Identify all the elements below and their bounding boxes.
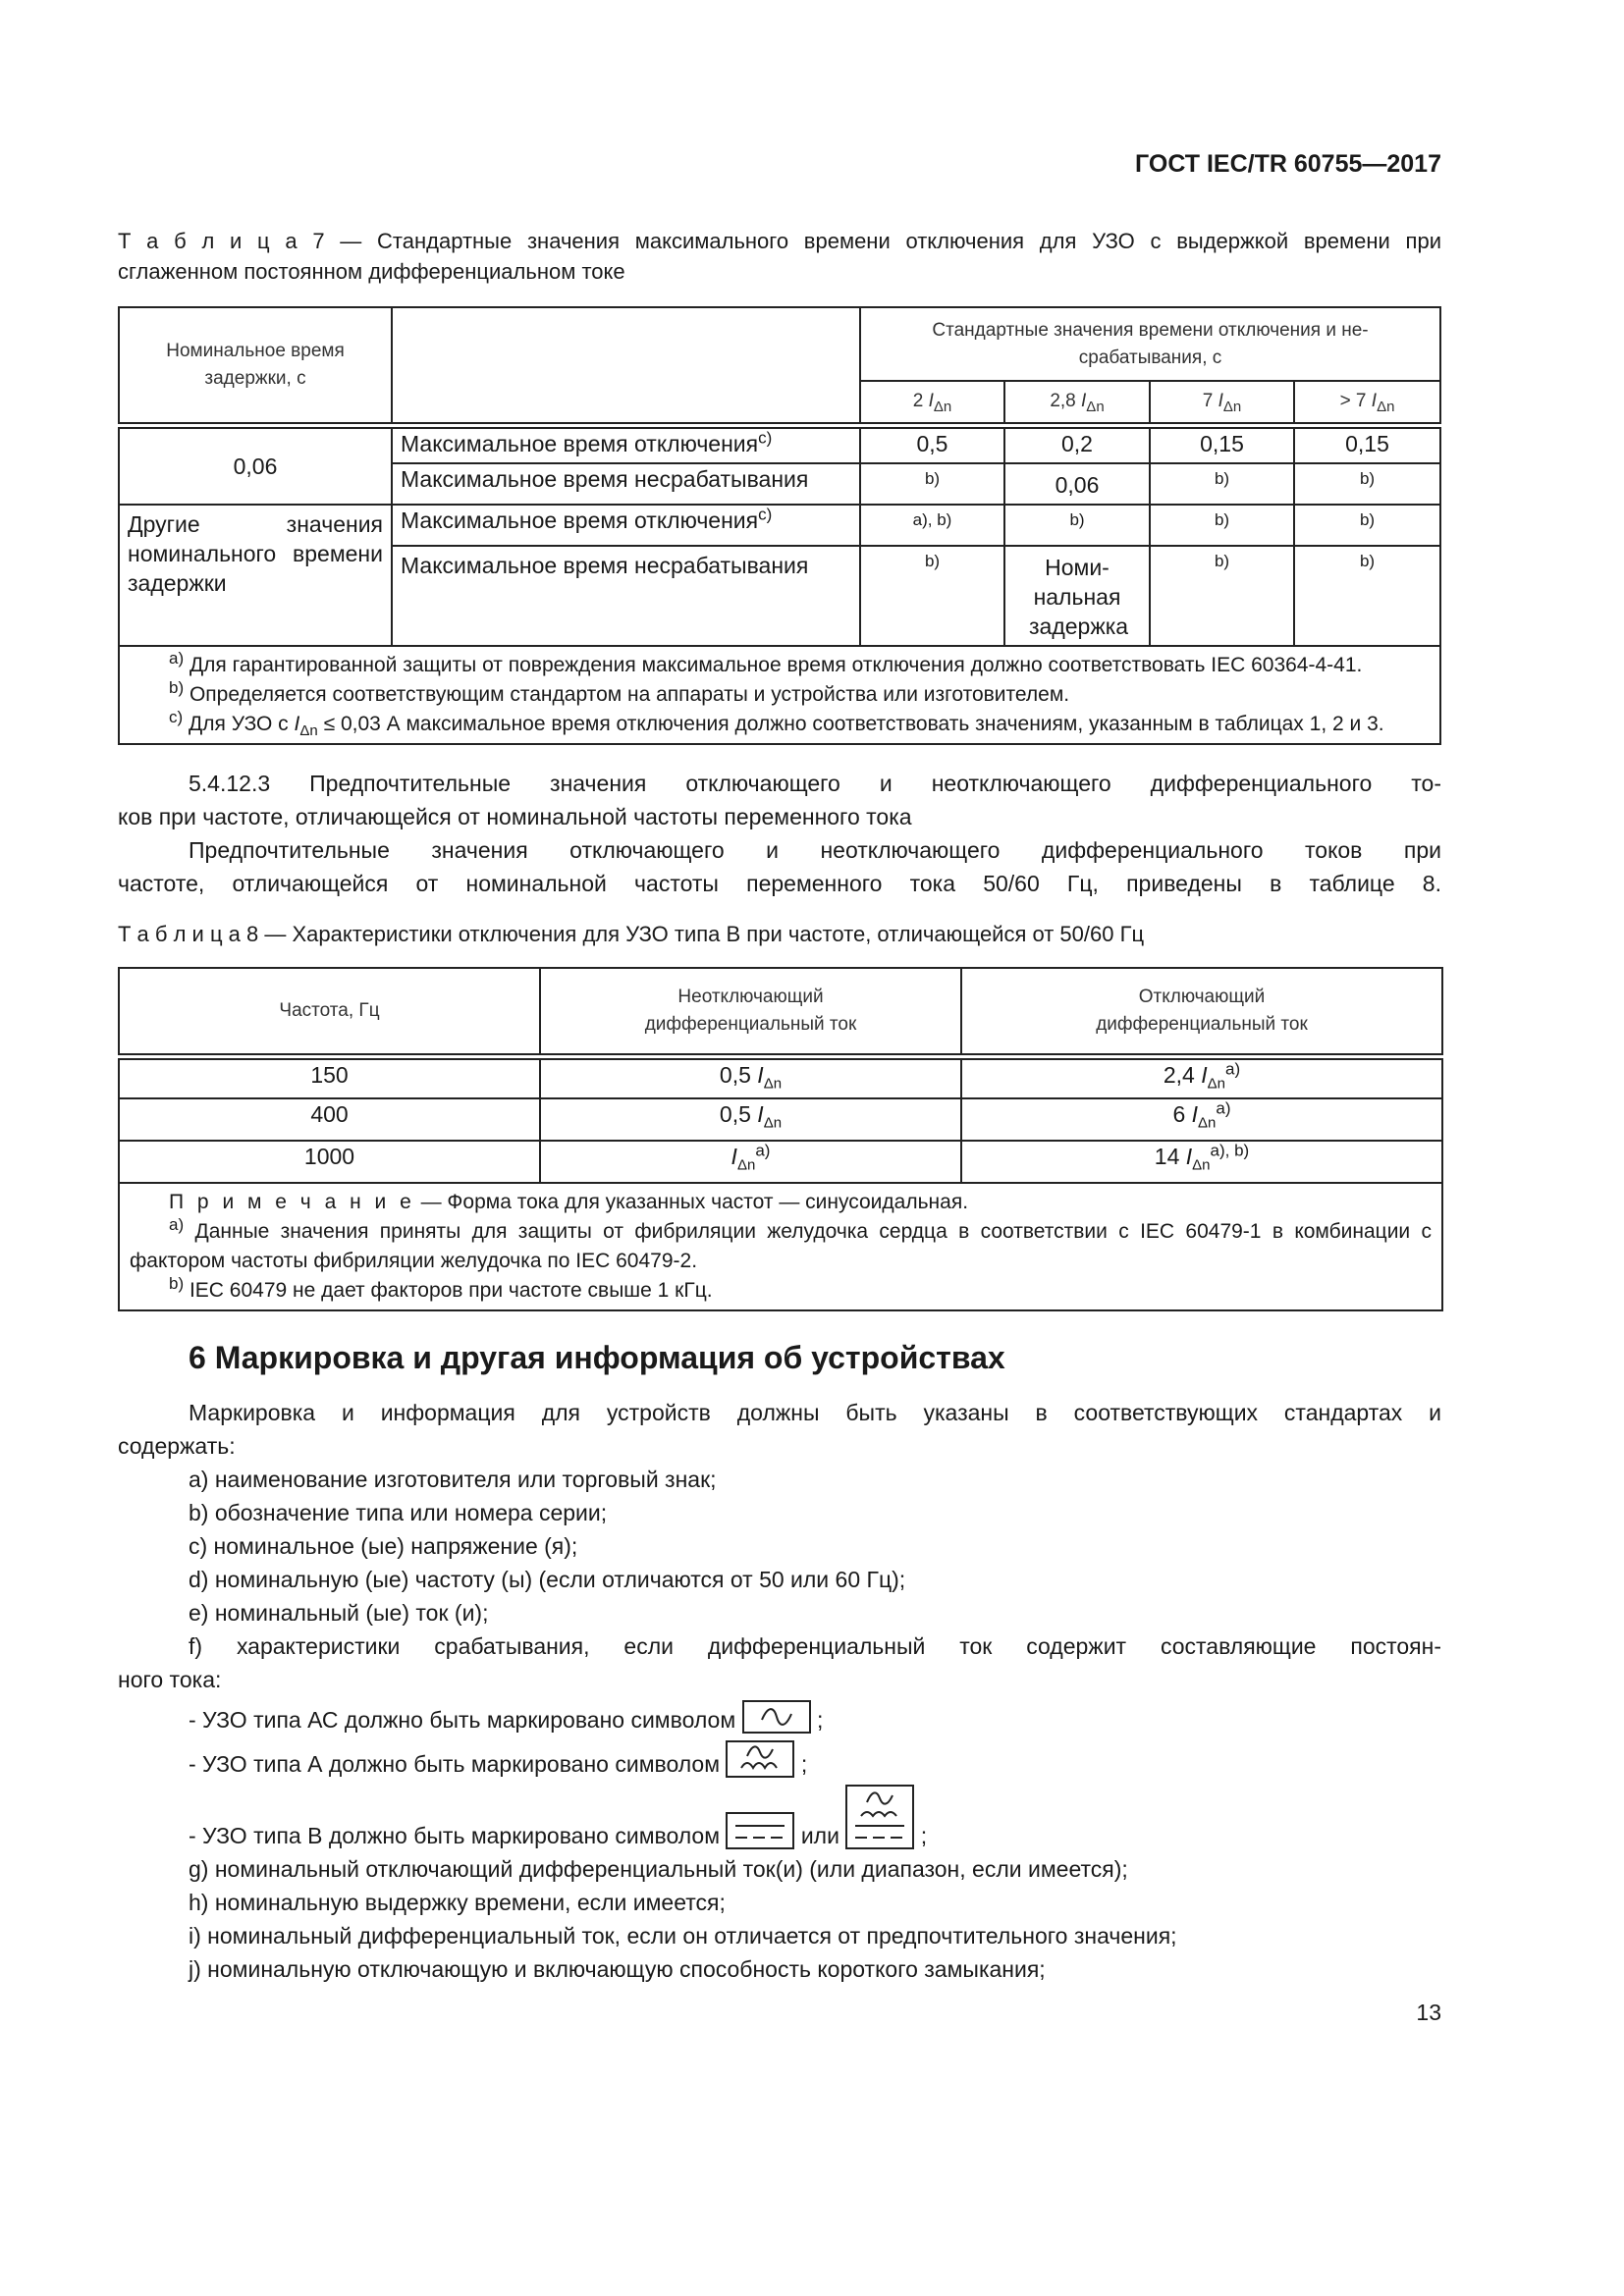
para-line: содержать: [118,1433,236,1459]
document-id: ГОСТ IEC/TR 60755—2017 [1135,150,1441,178]
cell-frequency: 1000 [118,1140,541,1184]
list-item: b) обозначение типа или номера серии; [189,1500,608,1525]
list-item: ного тока: [118,1667,222,1692]
cell: b) [1003,504,1151,547]
pulsating-dc-icon [726,1740,795,1778]
header-trip: Отключающий дифференциальный ток [960,967,1443,1060]
header-nominal-delay: Номинальное время задержки, с [118,306,393,429]
cell: 0,5 [859,424,1005,464]
type-ac-line: - УЗО типа АС должно быть маркировано си… [118,1700,1441,1736]
para-line: ков при частоте, отличающейся от номинал… [118,804,912,829]
section-heading: 6 Маркировка и другая информация об устр… [189,1340,1005,1375]
cell: b) [1149,462,1295,506]
cell-trip: 14 IΔna), b) [960,1140,1443,1184]
ac-sine-icon [741,1700,811,1734]
footnote-c: c) Для УЗО с IΔn ≤ 0,03 А максимальное в… [169,708,1384,740]
row-label: Максимальное время несрабатывания [391,545,861,647]
para-line: частоте, отличающейся от номинальной час… [118,871,1441,896]
cell: 0,06 [1003,462,1151,506]
table-row: 150 0,5 IΔn 2,4 IΔna) [118,1055,1443,1099]
table7-caption-text: — Стандартные значения максимального вре… [324,229,1441,253]
footnote-b: b) Определяется соответствующим стандарт… [169,678,1070,706]
para-line: 5.4.12.3 Предпочтительные значения отклю… [189,771,1441,796]
table-row: 400 0,5 IΔn 6 IΔna) [118,1097,1443,1142]
type-a-line: - УЗО типа А должно быть маркировано сим… [118,1740,1441,1781]
cell: b) [1292,504,1442,547]
footnote-b: b) IEC 60479 не дает факторов при частот… [169,1274,713,1302]
table-row: Максимальное время несрабатывания b) Ном… [119,545,1442,647]
header-non-trip: Неотключающий дифференциальный ток [539,967,962,1060]
footnote-a: a) Для гарантированной защиты от поврежд… [169,649,1363,676]
header-multiple: 2 IΔn [859,380,1005,429]
list-item: h) номинальную выдержку времени, если им… [189,1890,726,1915]
para-line: Маркировка и информация для устройств до… [189,1400,1441,1425]
cell: b) [1149,504,1295,547]
table-8: Частота, Гц Неотключающий дифференциальн… [118,967,1443,1311]
delay-value: 0,06 [118,424,393,506]
header-frequency: Частота, Гц [118,967,541,1060]
note: П р и м е ч а н и е — Форма тока для ука… [169,1191,969,1213]
delay-value: Другие значения номинального времени зад… [118,504,393,647]
cell-trip: 6 IΔna) [960,1097,1443,1142]
table-notes: a) Для гарантированной защиты от поврежд… [117,645,1442,745]
header-multiple: 7 IΔn [1149,380,1295,429]
row-label: Максимальное время отключенияc) [391,424,861,464]
list-item: f) характеристики срабатывания, если диф… [189,1633,1441,1659]
table-notes: П р и м е ч а н и е — Форма тока для ука… [118,1182,1443,1311]
cell: b) [1292,545,1442,647]
header-standard-values: Стандартные значения времени отключения … [858,306,1442,382]
table-row: 1000 IΔna) 14 IΔna), b) [118,1140,1443,1184]
list-item: j) номинальную отключающую и включающую … [189,1956,1046,1982]
table-row: Другие значения номинального времени зад… [118,504,1442,647]
cell-frequency: 400 [118,1097,541,1142]
cell-non-trip: IΔna) [539,1140,962,1184]
list-item: a) наименование изготовителя или торговы… [189,1467,717,1492]
table8-caption: Т а б л и ц а 8 — Характеристики отключе… [118,922,1145,946]
table-row: 0,06 Максимальное время отключенияc) 0,5… [118,424,1442,506]
table7-label: Т а б л и ц а 7 [118,229,325,253]
page-number: 13 [1416,2000,1441,2025]
table-row: Максимальное время несрабатывания b) 0,0… [119,462,1442,506]
cell: Номи-нальная задержка [1003,545,1151,647]
header-multiple: > 7 IΔn [1292,380,1442,429]
cell: b) [1292,462,1442,506]
header-empty [391,306,861,429]
list-item: d) номинальную (ые) частоту (ы) (если от… [189,1567,906,1592]
table7-caption-line2: сглаженном постоянном дифференциальном т… [118,259,625,284]
footnote-a: a) Данные значения приняты для защиты от… [130,1215,1432,1272]
cell: 0,15 [1292,424,1442,464]
para-line: Предпочтительные значения отключающего и… [189,837,1441,863]
cell-frequency: 150 [118,1055,541,1099]
row-label: Максимальное время несрабатывания [391,462,861,506]
cell: 0,2 [1003,424,1151,464]
cell: 0,15 [1149,424,1295,464]
combined-ac-dc-icon [845,1785,915,1849]
cell-trip: 2,4 IΔna) [960,1055,1443,1099]
header-multiple: 2,8 IΔn [1003,380,1151,429]
page: ГОСТ IEC/TR 60755—2017 Т а б л и ц а 7 —… [117,0,1443,2029]
list-item: e) номинальный (ые) ток (и); [189,1600,489,1626]
cell-non-trip: 0,5 IΔn [539,1055,962,1099]
list-item: g) номинальный отключающий дифференциаль… [189,1856,1128,1882]
cell: b) [859,462,1005,506]
row-label: Максимальное время отключенияc) [391,504,861,547]
cell-non-trip: 0,5 IΔn [539,1097,962,1142]
cell: b) [859,545,1005,647]
smooth-dc-icon [726,1812,795,1849]
cell: b) [1149,545,1295,647]
type-b-line: - УЗО типа В должно быть маркировано сим… [118,1785,1441,1852]
list-item: i) номинальный дифференциальный ток, есл… [189,1923,1177,1949]
list-item: c) номинальное (ые) напряжение (я); [189,1533,578,1559]
cell: a), b) [859,504,1005,547]
table7-caption: Т а б л и ц а 7 — Стандартные значения м… [118,226,1441,256]
table-7: Номинальное время задержки, с Стандартны… [117,306,1442,745]
